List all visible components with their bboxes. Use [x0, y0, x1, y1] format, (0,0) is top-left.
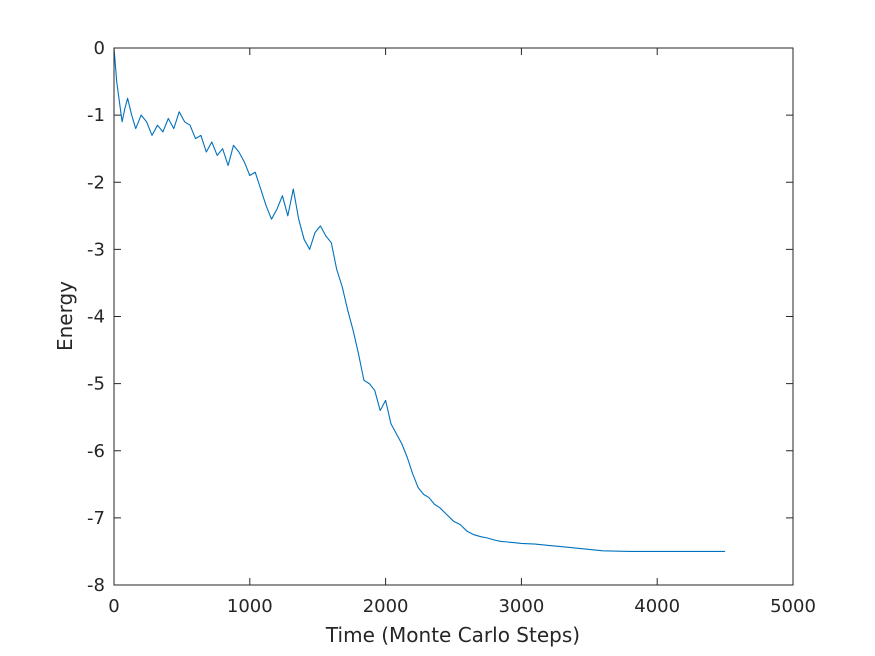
ticks-layer: 0 1000 2000 3000 4000 5000 0 -1 -2 -3 -4 -5 -6 -7 -8: [87, 38, 816, 617]
y-tick-label: -5: [87, 374, 105, 395]
y-tick-label: -2: [87, 172, 105, 193]
y-tick-label: -1: [87, 105, 105, 126]
x-tick-label: 5000: [770, 596, 816, 617]
x-axis-label: Time (Monte Carlo Steps): [325, 623, 580, 647]
x-tick-label: 3000: [498, 596, 544, 617]
y-tick-label: -4: [87, 307, 105, 328]
series-line-0: [113, 47, 726, 552]
x-tick-label: 2000: [363, 596, 409, 617]
y-tick-label: -3: [87, 239, 105, 260]
y-tick-label: -6: [87, 441, 105, 462]
series-layer: [113, 47, 726, 552]
x-tick-label: 4000: [634, 596, 680, 617]
y-tick-label: -8: [87, 575, 105, 596]
y-tick-label: -7: [87, 508, 105, 529]
x-tick-label: 0: [108, 596, 119, 617]
x-tick-label: 1000: [227, 596, 273, 617]
plot-area: [114, 48, 793, 585]
y-tick-label: 0: [94, 38, 105, 59]
y-axis-label: Energy: [53, 281, 77, 351]
